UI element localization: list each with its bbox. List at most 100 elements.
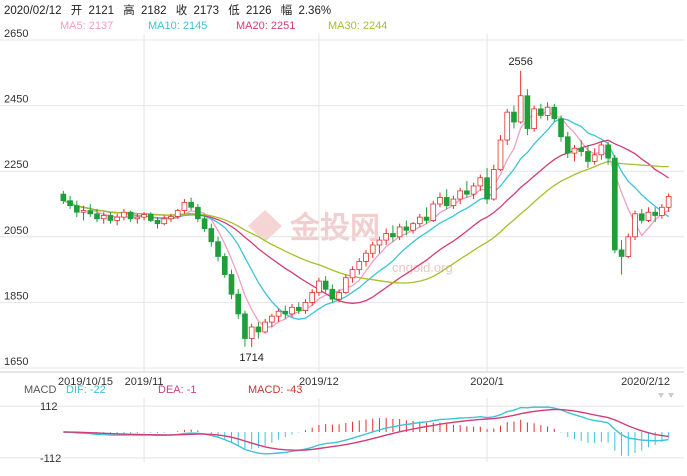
candle [248,323,255,348]
candle-body [154,219,161,225]
candles [60,70,672,348]
candle [221,253,228,278]
candle-body [659,206,665,216]
candle-body [652,211,659,216]
candle [645,207,652,223]
candle [141,212,147,221]
candle-body [188,201,194,208]
candle [168,213,174,223]
candle [517,70,524,124]
candle-body [87,210,94,215]
watermark: 金投网 cngold.org [248,210,453,275]
date-tick-label: 2019/12 [299,376,339,388]
candle [262,318,268,334]
candle-body [336,292,342,300]
candle [585,144,591,168]
candle-body [369,244,376,254]
candle-body [665,196,672,208]
candle [100,212,107,224]
candle [497,135,504,172]
header-close: 2173 [193,5,219,17]
candle-body [322,280,329,290]
price-tick-label: 2050 [4,225,28,237]
candle [403,220,410,236]
date-tick-label: 2019/10/15 [58,376,113,388]
date-tick-label: 2019/11 [125,376,164,388]
candle [275,308,282,323]
candle-body [147,214,154,221]
candle-body [544,106,551,116]
ma5-legend: MA5: 2137 [60,20,113,32]
candle [269,313,275,327]
candle [349,266,356,283]
candle [531,105,537,132]
candle-body [470,185,477,195]
candle-body [201,218,208,229]
candle [591,148,598,165]
candle [174,208,181,219]
candle-body [538,108,544,116]
price-annotations: 2556 1714 [239,56,532,364]
candle [416,213,423,227]
candle-body [356,260,363,270]
candle-body [571,147,578,154]
candle-body [618,249,625,257]
candle [363,249,369,267]
candle-body [141,214,147,218]
header-open-label: 开 [71,5,83,17]
candle-body [416,216,423,225]
watermark-subtext: cngold.org [392,260,453,275]
scroll-down-icon [658,393,664,398]
candle-body [598,144,605,156]
candle [228,269,235,300]
candle [309,289,316,306]
ma10-legend: MA10: 2145 [148,20,207,32]
candle [94,208,100,223]
macd-title: MACD [24,384,56,396]
price-tick-label: 2450 [4,94,28,106]
price-tick-label: 2250 [4,159,28,171]
candle [154,217,161,229]
candle-body [73,205,80,213]
candle-body [457,190,463,200]
candle [578,140,585,157]
candle-body [430,203,437,221]
candle-body [343,277,349,293]
candle [356,258,363,275]
candle-body [477,177,484,187]
ma-legend: MA5: 2137 MA10: 2145 MA20: 2251 MA30: 22… [60,20,387,32]
candle-body [390,233,396,238]
macd-tick-label: 112 [40,401,58,413]
candle-body [114,216,120,221]
candle [376,236,383,254]
annotation-label: 1714 [239,352,263,364]
candle [134,213,141,224]
candle-body [410,223,416,231]
quote-header: 2020/02/12 开 2121 高 2182 收 2173 低 2126 幅… [4,3,331,17]
macd-grid [0,405,684,459]
candle [188,197,194,211]
candle [443,189,450,209]
candle [659,204,665,219]
candle [289,304,295,318]
candle [504,108,511,145]
candle [625,233,632,259]
candle-body [195,206,201,220]
candle [598,141,605,160]
candle [302,299,309,314]
candle-body [490,169,497,200]
candle-body [517,95,524,123]
candle-body [295,306,302,312]
candle-body [558,118,564,138]
candle [242,310,248,347]
price-tick-label: 1850 [4,290,28,302]
candle [87,204,94,218]
candle [235,289,242,319]
candle [295,302,302,314]
candle-body [564,136,571,154]
candle-body [221,256,228,275]
candle [215,236,221,262]
candle [107,212,114,224]
candle [558,115,564,142]
